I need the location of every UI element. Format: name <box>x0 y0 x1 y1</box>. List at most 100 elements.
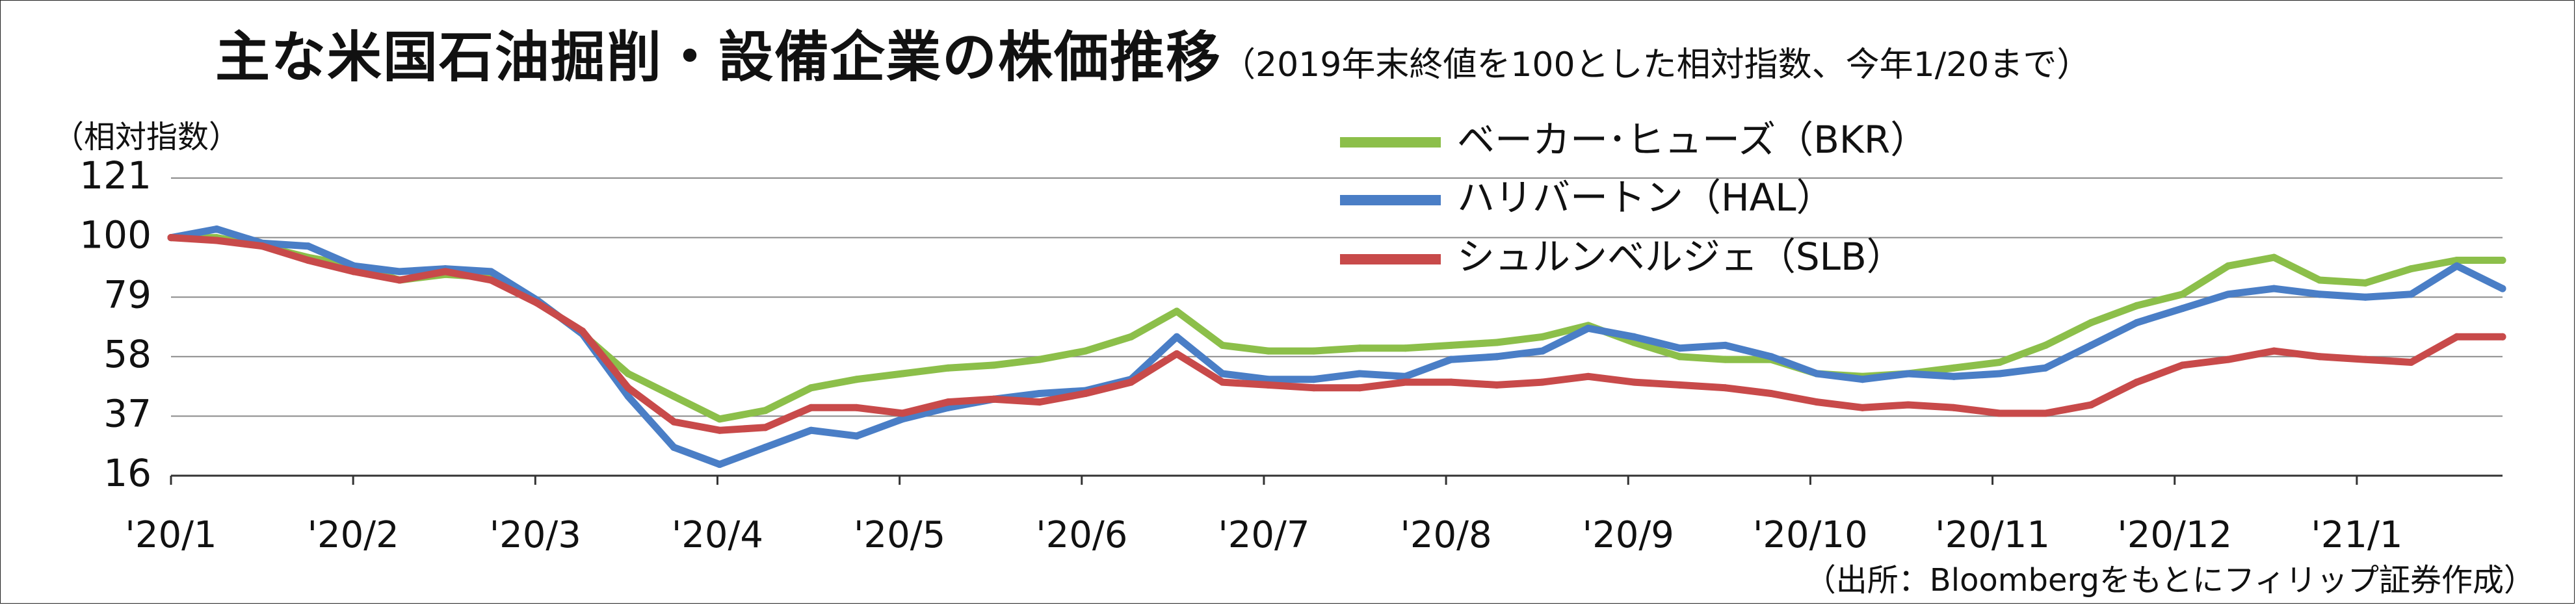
chart-title: 主な米国石油掘削・設備企業の株価推移（2019年末終値を100とした相対指数、今… <box>215 14 2090 92</box>
y-tick-label: 37 <box>103 392 151 436</box>
y-tick-label: 121 <box>79 153 151 198</box>
data-point-slb <box>533 299 541 307</box>
data-point-hal <box>1265 376 1272 383</box>
data-point-hal <box>1722 341 1729 349</box>
data-point-slb <box>2499 333 2506 341</box>
data-point-hal <box>2087 341 2095 349</box>
data-point-hal <box>1538 347 1546 355</box>
data-point-slb <box>1493 381 1501 389</box>
data-point-hal <box>1584 324 1592 332</box>
data-point-hal <box>2361 293 2369 301</box>
data-point-hal <box>1904 370 1912 378</box>
data-point-slb <box>990 395 998 403</box>
data-point-hal <box>853 432 861 440</box>
source-note: （出所：Bloombergをもとにフィリップ証券作成） <box>1804 562 2535 599</box>
data-point-bkr <box>2453 256 2461 264</box>
data-point-slb <box>2224 355 2232 363</box>
data-point-slb <box>1265 381 1272 389</box>
data-point-bkr <box>1127 333 1135 341</box>
data-point-slb <box>1538 378 1546 386</box>
x-tick-label: '20/2 <box>308 514 399 556</box>
data-point-hal <box>1036 390 1044 398</box>
data-point-slb <box>670 418 677 426</box>
data-point-bkr <box>990 361 998 369</box>
x-tick-label: '20/5 <box>854 514 945 556</box>
data-point-hal <box>2453 262 2461 270</box>
series-line-slb <box>167 234 2506 434</box>
legend-label-bkr: ベーカー･ヒューズ（BKR） <box>1457 118 1928 162</box>
data-point-bkr <box>1676 353 1683 361</box>
data-point-hal <box>624 393 632 400</box>
x-tick-label: '20/12 <box>2117 514 2232 556</box>
y-tick-label: 16 <box>103 451 151 495</box>
data-point-bkr <box>624 370 632 378</box>
data-point-slb <box>1401 378 1409 386</box>
data-point-slb <box>853 404 861 411</box>
data-point-bkr <box>1218 341 1226 349</box>
data-point-slb <box>259 242 267 250</box>
chart-title-main: 主な米国石油掘削・設備企業の株価推移 <box>215 25 1222 89</box>
data-point-slb <box>1767 390 1775 398</box>
data-point-bkr <box>1401 344 1409 352</box>
data-point-slb <box>579 328 586 335</box>
data-point-slb <box>396 276 404 284</box>
data-point-slb <box>1904 401 1912 409</box>
data-point-hal <box>396 268 404 276</box>
data-point-hal <box>304 242 312 250</box>
series-line-bkr <box>167 234 2506 423</box>
data-point-bkr <box>1493 339 1501 346</box>
data-point-slb <box>1722 384 1729 392</box>
data-point-slb <box>441 268 449 276</box>
data-point-slb <box>1356 384 1363 392</box>
data-point-hal <box>2042 364 2049 372</box>
data-point-bkr <box>1036 355 1044 363</box>
data-point-hal <box>1859 376 1867 383</box>
data-point-slb <box>1676 381 1683 389</box>
data-point-slb <box>1127 378 1135 386</box>
data-point-bkr <box>1081 347 1089 355</box>
data-point-hal <box>2270 285 2278 292</box>
data-point-slb <box>1813 398 1820 406</box>
data-point-slb <box>2316 353 2324 361</box>
data-point-hal <box>2133 318 2140 326</box>
data-point-bkr <box>2133 302 2140 309</box>
legend-label-hal: ハリバートン（HAL） <box>1457 175 1834 220</box>
data-point-slb <box>1036 398 1044 406</box>
data-point-slb <box>1218 378 1226 386</box>
data-point-slb <box>2133 378 2140 386</box>
data-point-hal <box>213 225 220 233</box>
data-point-bkr <box>1538 333 1546 341</box>
x-tick-label: '20/11 <box>1935 514 2050 556</box>
data-point-slb <box>2407 359 2415 367</box>
data-point-hal <box>1493 353 1501 361</box>
data-point-hal <box>1996 370 2004 378</box>
data-point-slb <box>1996 409 2004 417</box>
data-point-bkr <box>2361 279 2369 287</box>
data-point-hal <box>2316 290 2324 298</box>
data-point-bkr <box>2179 290 2187 298</box>
data-point-slb <box>1630 378 1638 386</box>
data-point-bkr <box>2042 341 2049 349</box>
data-point-slb <box>2042 409 2049 417</box>
data-point-slb <box>624 384 632 392</box>
data-point-hal <box>807 426 815 434</box>
data-point-bkr <box>1447 341 1455 349</box>
data-point-hal <box>1630 333 1638 341</box>
data-point-bkr <box>761 407 769 415</box>
data-point-hal <box>2407 290 2415 298</box>
data-point-slb <box>899 409 906 417</box>
data-point-slb <box>1310 384 1318 392</box>
data-point-slb <box>350 268 358 276</box>
data-point-hal <box>1676 344 1683 352</box>
data-point-hal <box>670 443 677 451</box>
data-point-bkr <box>1996 359 2004 367</box>
data-point-slb <box>716 426 724 434</box>
data-point-bkr <box>670 393 677 400</box>
data-point-slb <box>2087 401 2095 409</box>
data-point-hal <box>1356 370 1363 378</box>
data-point-hal <box>487 268 495 276</box>
data-point-bkr <box>1722 355 1729 363</box>
data-point-slb <box>167 234 175 242</box>
data-point-hal <box>1447 355 1455 363</box>
